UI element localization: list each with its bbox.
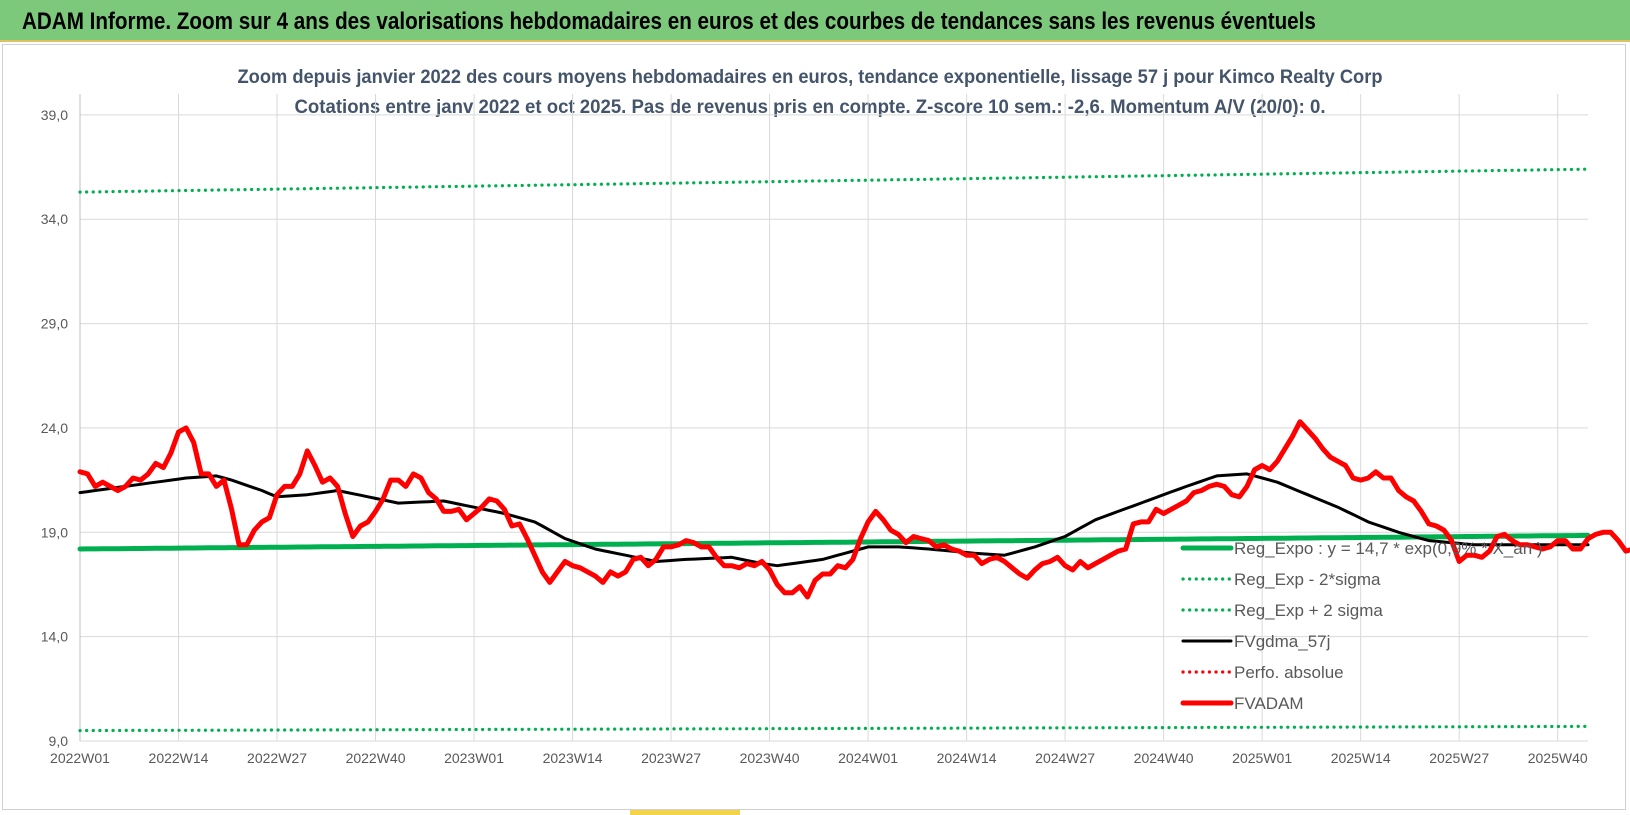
x-gridlines [79,94,1559,741]
x-tick-label: 2023W14 [543,750,603,766]
legend-label: FVgdma_57j [1234,632,1330,651]
x-tick-label: 2024W01 [838,750,898,766]
plot-series [77,167,1630,733]
series-smoothed-57j [78,472,1590,568]
legend-label: Perfo. absolue [1234,663,1344,682]
x-axis-labels: 2022W01 2022W14 2022W27 2022W40 2023W01 2023W… [50,750,1588,766]
x-tick-label: 2022W14 [149,750,209,766]
y-tick-label: 14,0 [41,629,68,645]
chart-frame [2,44,1626,810]
y-tick-label: 29,0 [41,316,68,332]
x-tick-label: 2024W40 [1134,750,1194,766]
x-tick-label: 2022W40 [346,750,406,766]
bottom-accent [630,810,740,815]
x-tick-label: 2023W01 [444,750,504,766]
legend-label: Reg_Exp - 2*sigma [1234,570,1381,589]
x-tick-label: 2023W40 [740,750,800,766]
report-title: ADAM Informe. Zoom sur 4 ans des valoris… [22,8,1316,35]
x-tick-label: 2025W14 [1331,750,1391,766]
series-lower-band [78,724,1590,733]
y-tick-label: 19,0 [41,524,68,540]
chart-subtitle: Cotations entre janv 2022 et oct 2025. P… [295,97,1326,118]
chart-title-background [232,64,1354,126]
chart-title: Zoom depuis janvier 2022 des cours moyen… [238,67,1383,88]
y-tick-label: 9,0 [49,733,69,749]
x-tick-label: 2025W27 [1429,750,1489,766]
series-exp-trend [77,532,1591,552]
legend-label: FVADAM [1234,694,1304,713]
legend-label: Reg_Exp + 2 sigma [1234,601,1383,620]
x-tick-label: 2024W14 [937,750,997,766]
x-tick-label: 2022W01 [50,750,110,766]
y-tick-label: 34,0 [41,211,68,227]
y-tick-label: 39,0 [41,107,68,123]
legend: Reg_Expo : y = 14,7 * exp(0,9% * X_an ) R… [1180,539,1543,713]
series-price-fvadam [77,419,1630,600]
x-tick-label: 2022W27 [247,750,307,766]
legend-label: Reg_Expo : y = 14,7 * exp(0,9% * X_an ) [1234,539,1543,558]
y-axis-labels: 9,0 14,0 19,0 24,0 29,0 34,0 39,0 [41,107,68,749]
series-upper-band [78,167,1590,194]
x-tick-label: 2025W40 [1528,750,1588,766]
y-gridlines [80,114,1588,742]
x-tick-label: 2023W27 [641,750,701,766]
y-tick-label: 24,0 [41,420,68,436]
report-banner: ADAM Informe. Zoom sur 4 ans des valoris… [0,0,1630,42]
x-tick-label: 2025W01 [1232,750,1292,766]
x-tick-label: 2024W27 [1035,750,1095,766]
